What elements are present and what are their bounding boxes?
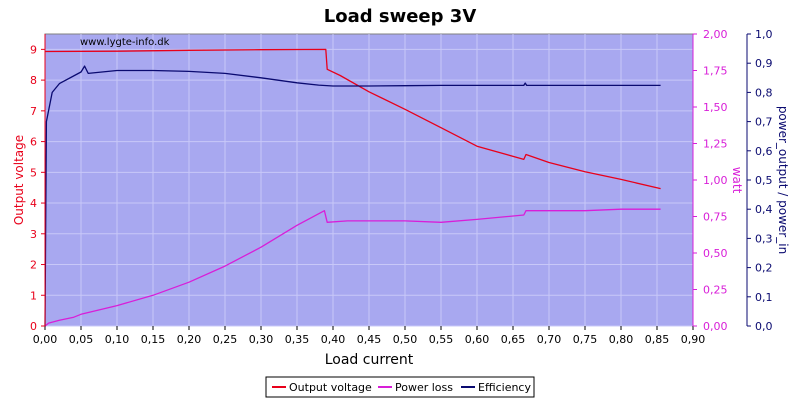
inner-right-tick-label: 0,75 [703, 211, 728, 224]
left-tick-label: 8 [30, 74, 37, 87]
left-axis: 0 1 2 3 4 5 6 7 8 9 [30, 34, 46, 333]
outer-right-tick-label: 0,8 [755, 86, 773, 99]
x-tick-label: 0,70 [537, 333, 562, 346]
outer-right-tick-label: 0,6 [755, 145, 773, 158]
outer-right-tick-label: 0,3 [755, 232, 773, 245]
left-tick-label: 9 [30, 43, 37, 56]
inner-right-tick-label: 1,50 [703, 101, 728, 114]
inner-right-tick-label: 2,00 [703, 28, 728, 41]
legend-label-power-loss: Power loss [395, 381, 453, 394]
series-layer [44, 48, 661, 327]
x-tick-label: 0,25 [213, 333, 238, 346]
inner-right-tick-label: 0,25 [703, 284, 728, 297]
x-tick-label: 0,10 [105, 333, 130, 346]
x-tick-label: 0,15 [141, 333, 166, 346]
x-tick-label: 0,30 [249, 333, 274, 346]
series-line-efficiency [44, 65, 661, 327]
left-tick-label: 2 [30, 259, 37, 272]
outer-right-tick-label: 0,9 [755, 57, 773, 70]
inner-right-tick-label: 0,00 [703, 320, 728, 333]
x-tick-label: 0,00 [33, 333, 58, 346]
inner-right-axis-label: watt [730, 167, 744, 194]
x-tick-label: 0,75 [573, 333, 598, 346]
x-tick-label: 0,20 [177, 333, 202, 346]
x-tick-label: 0,45 [357, 333, 382, 346]
outer-right-tick-label: 0,2 [755, 262, 773, 275]
left-tick-label: 1 [30, 289, 37, 302]
outer-right-tick-label: 1,0 [755, 28, 773, 41]
outer-right-tick-label: 0,7 [755, 116, 773, 129]
x-tick-label: 0,85 [645, 333, 670, 346]
outer-right-axis: 0,0 0,1 0,2 0,3 0,4 0,5 0,6 0,7 0,8 0,9 1,0 [746, 28, 773, 333]
series-line-power-loss [44, 208, 661, 327]
left-tick-label: 4 [30, 197, 37, 210]
x-tick-label: 0,05 [69, 333, 94, 346]
outer-right-tick-label: 0,0 [755, 320, 773, 333]
legend-label-output-voltage: Output voltage [289, 381, 372, 394]
outer-right-tick-label: 0,1 [755, 291, 773, 304]
outer-right-tick-label: 0,4 [755, 203, 773, 216]
x-tick-label: 0,50 [393, 333, 418, 346]
legend: Output voltage Power loss Efficiency [265, 376, 535, 398]
chart-title: Load sweep 3V [324, 6, 477, 27]
x-tick-label: 0,65 [501, 333, 526, 346]
outer-right-axis-label: power_output / power_in [776, 106, 790, 254]
x-tick-label: 0,80 [609, 333, 634, 346]
watermark: www.lygte-info.dk [80, 37, 170, 48]
left-tick-label: 7 [30, 105, 37, 118]
left-axis-label: Output voltage [12, 135, 26, 225]
inner-right-tick-label: 1,00 [703, 174, 728, 187]
x-tick-label: 0,60 [465, 333, 490, 346]
inner-right-axis: 0,00 0,25 0,50 0,75 1,00 1,25 1,50 1,75 2,00 [692, 28, 728, 333]
x-tick-label: 0,35 [285, 333, 310, 346]
x-tick-label: 0,90 [681, 333, 706, 346]
inner-right-tick-label: 1,75 [703, 65, 728, 78]
inner-right-tick-label: 0,50 [703, 247, 728, 260]
left-tick-label: 6 [30, 136, 37, 149]
x-tick-label: 0,40 [321, 333, 346, 346]
x-axis-label: Load current [325, 352, 414, 368]
left-tick-label: 3 [30, 228, 37, 241]
outer-right-tick-label: 0,5 [755, 174, 773, 187]
inner-right-tick-label: 1,25 [703, 138, 728, 151]
left-tick-label: 5 [30, 166, 37, 179]
series-line-output-voltage [44, 48, 661, 190]
x-tick-label: 0,55 [429, 333, 454, 346]
left-tick-label: 0 [30, 320, 37, 333]
legend-label-efficiency: Efficiency [478, 381, 531, 394]
legend-box [265, 376, 535, 398]
x-axis: 0,00 0,05 0,10 0,15 0,20 0,25 0,30 0,35 0,40 0,45… [33, 326, 706, 346]
